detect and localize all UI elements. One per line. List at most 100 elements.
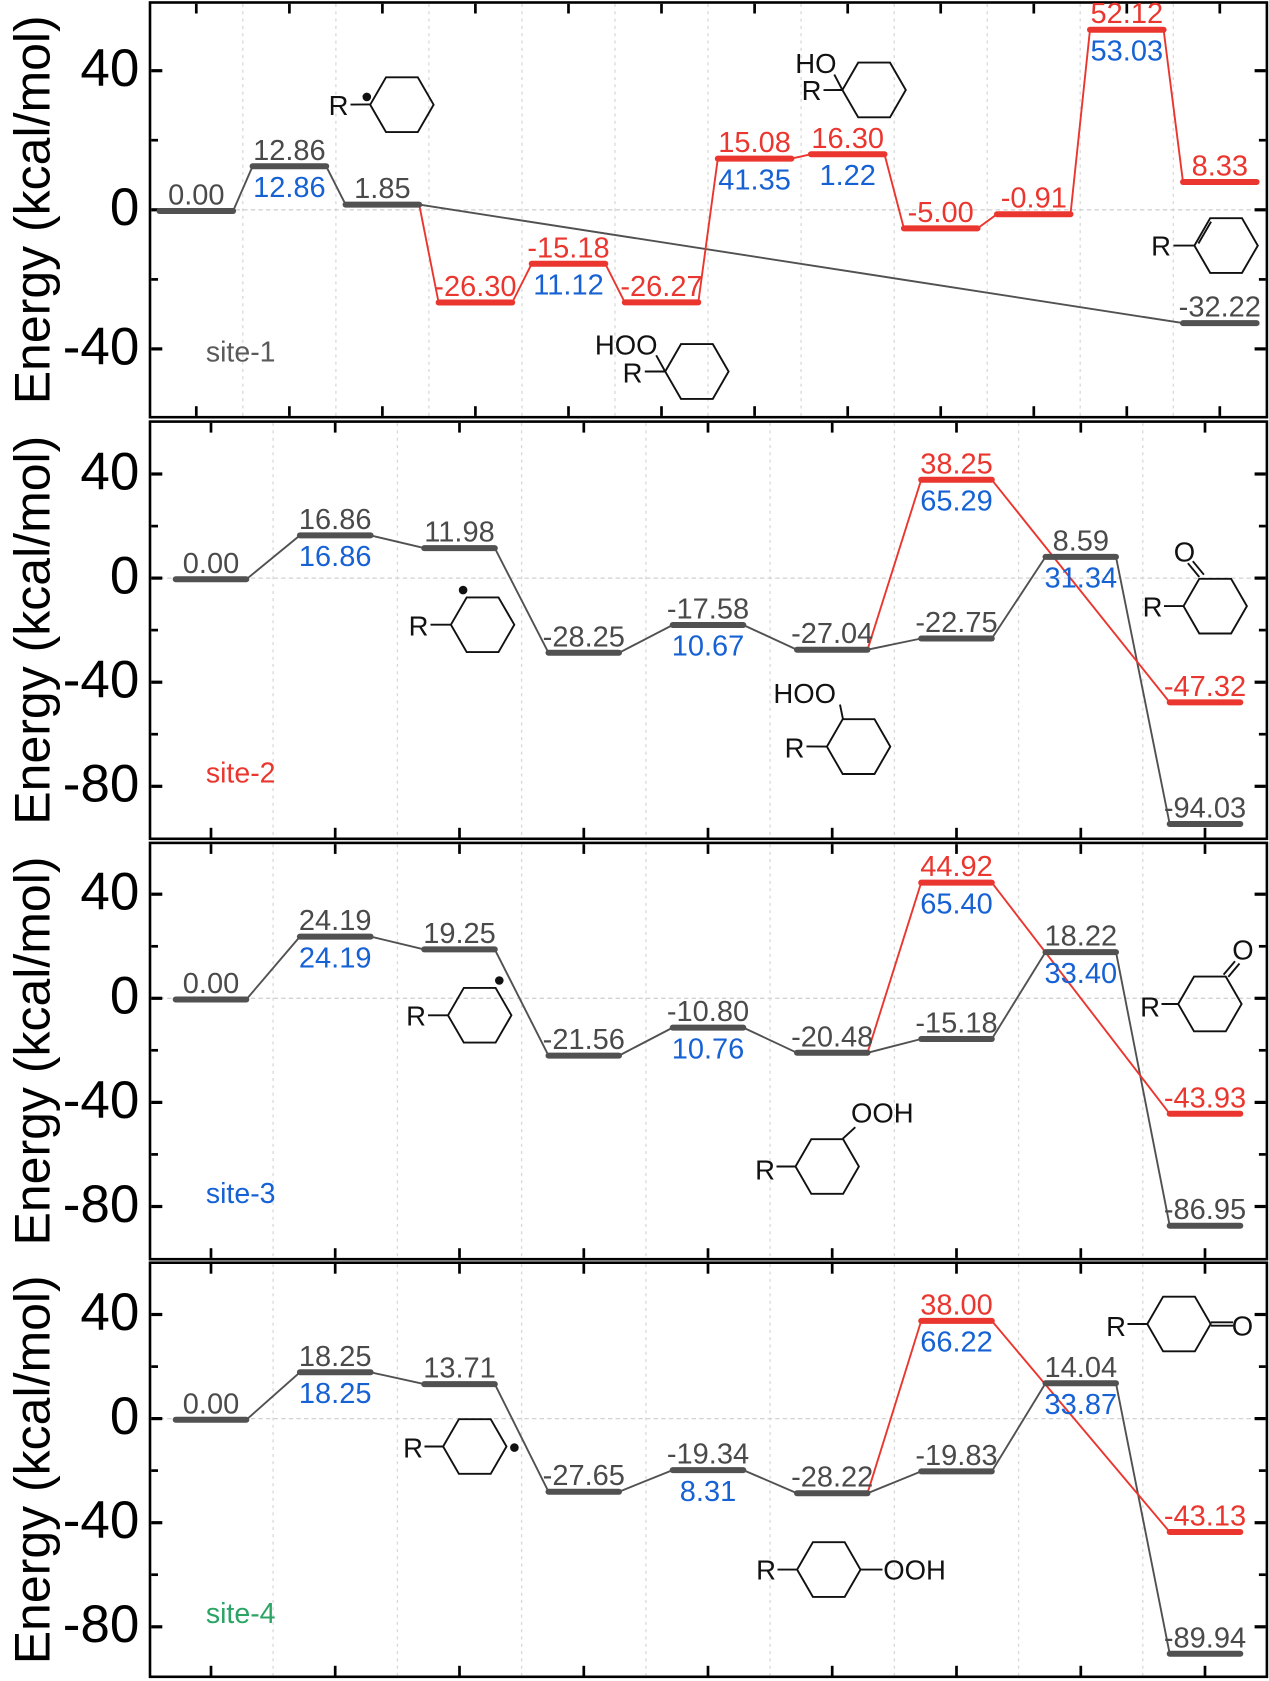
svg-text:-0.91: -0.91 (1001, 183, 1067, 215)
svg-text:18.25: 18.25 (299, 1341, 372, 1373)
svg-text:-19.34: -19.34 (667, 1439, 749, 1471)
svg-text:15.08: 15.08 (718, 127, 791, 159)
svg-text:HOO: HOO (595, 329, 658, 360)
svg-text:-47.32: -47.32 (1164, 671, 1246, 703)
svg-text:19.25: 19.25 (423, 918, 496, 950)
svg-text:0.00: 0.00 (183, 548, 239, 580)
svg-text:-26.30: -26.30 (434, 271, 516, 303)
svg-text:33.87: 33.87 (1045, 1389, 1118, 1421)
svg-text:12.86: 12.86 (253, 172, 326, 204)
svg-text:-22.75: -22.75 (915, 607, 997, 639)
svg-text:0: 0 (110, 1387, 139, 1446)
svg-text:R: R (785, 732, 805, 763)
svg-text:O: O (1174, 536, 1195, 567)
svg-text:40: 40 (80, 39, 139, 98)
svg-text:40: 40 (80, 442, 139, 501)
svg-text:31.34: 31.34 (1045, 563, 1118, 595)
svg-text:-80: -80 (63, 1595, 140, 1654)
svg-text:18.22: 18.22 (1045, 921, 1118, 953)
svg-text:R: R (409, 610, 429, 641)
svg-text:-15.18: -15.18 (527, 232, 609, 264)
svg-text:-27.65: -27.65 (543, 1460, 625, 1492)
svg-text:11.12: 11.12 (533, 270, 603, 302)
svg-text:-86.95: -86.95 (1164, 1194, 1246, 1226)
svg-text:0: 0 (110, 547, 139, 606)
svg-text:R: R (623, 358, 643, 389)
svg-text:65.29: 65.29 (920, 486, 993, 518)
svg-text:-43.93: -43.93 (1164, 1082, 1246, 1114)
svg-text:R: R (329, 90, 349, 121)
svg-text:-15.18: -15.18 (915, 1008, 997, 1040)
svg-text:Energy (kcal/mol): Energy (kcal/mol) (5, 1275, 61, 1664)
svg-text:0.00: 0.00 (183, 1388, 239, 1420)
svg-text:HO: HO (795, 48, 836, 79)
svg-text:0: 0 (110, 178, 139, 237)
svg-text:site-3: site-3 (206, 1178, 276, 1210)
svg-text:-26.27: -26.27 (620, 271, 702, 303)
svg-text:R: R (1151, 231, 1171, 262)
svg-text:0.00: 0.00 (168, 180, 224, 212)
svg-text:24.19: 24.19 (299, 942, 372, 974)
svg-text:1.22: 1.22 (819, 160, 875, 192)
svg-text:38.00: 38.00 (920, 1289, 993, 1321)
svg-text:OOH: OOH (851, 1098, 914, 1129)
svg-text:-20.48: -20.48 (791, 1021, 873, 1053)
svg-text:65.40: 65.40 (920, 888, 993, 920)
svg-text:HOO: HOO (773, 678, 836, 709)
svg-text:16.30: 16.30 (811, 123, 884, 155)
svg-text:0: 0 (110, 967, 139, 1026)
svg-text:0.00: 0.00 (183, 968, 239, 1000)
svg-text:O: O (1232, 1310, 1253, 1341)
svg-text:52.12: 52.12 (1091, 0, 1164, 30)
svg-text:OOH: OOH (883, 1554, 946, 1585)
svg-text:13.71: 13.71 (423, 1353, 496, 1385)
svg-text:40: 40 (80, 1283, 139, 1342)
svg-text:-40: -40 (63, 317, 140, 376)
svg-text:Energy (kcal/mol): Energy (kcal/mol) (5, 15, 61, 404)
svg-text:41.35: 41.35 (718, 164, 791, 196)
svg-text:16.86: 16.86 (299, 541, 372, 573)
svg-text:-80: -80 (63, 755, 140, 814)
svg-text:-40: -40 (63, 1491, 140, 1550)
svg-text:-40: -40 (63, 651, 140, 710)
svg-text:R: R (1140, 992, 1160, 1023)
svg-text:R: R (403, 1432, 423, 1463)
svg-text:R: R (756, 1554, 776, 1585)
svg-text:66.22: 66.22 (920, 1327, 993, 1359)
svg-text:-27.04: -27.04 (791, 618, 873, 650)
svg-text:-80: -80 (63, 1175, 140, 1234)
svg-text:-28.22: -28.22 (791, 1462, 873, 1494)
svg-text:-17.58: -17.58 (667, 594, 749, 626)
svg-text:R: R (406, 1001, 426, 1032)
svg-text:1.85: 1.85 (354, 173, 410, 205)
svg-text:-19.83: -19.83 (915, 1440, 997, 1472)
svg-text:33.40: 33.40 (1045, 958, 1118, 990)
svg-text:38.25: 38.25 (920, 448, 993, 480)
svg-text:R: R (755, 1154, 775, 1185)
svg-text:24.19: 24.19 (299, 905, 372, 937)
svg-text:-28.25: -28.25 (543, 621, 625, 653)
svg-text:8.59: 8.59 (1053, 525, 1109, 557)
svg-text:10.76: 10.76 (672, 1033, 745, 1065)
svg-text:site-1: site-1 (206, 337, 276, 369)
svg-text:12.86: 12.86 (253, 135, 326, 167)
svg-text:11.98: 11.98 (424, 517, 494, 549)
svg-text:14.04: 14.04 (1045, 1352, 1118, 1384)
svg-text:-21.56: -21.56 (543, 1024, 625, 1056)
svg-text:8.31: 8.31 (680, 1476, 736, 1508)
svg-text:44.92: 44.92 (920, 851, 993, 883)
svg-text:-5.00: -5.00 (908, 197, 974, 229)
svg-text:-40: -40 (63, 1071, 140, 1130)
svg-text:-32.22: -32.22 (1179, 292, 1261, 324)
svg-text:R: R (802, 75, 822, 106)
svg-text:-89.94: -89.94 (1164, 1622, 1246, 1654)
svg-text:8.33: 8.33 (1192, 151, 1248, 183)
svg-text:18.25: 18.25 (299, 1378, 372, 1410)
svg-text:10.67: 10.67 (672, 631, 745, 663)
svg-text:site-4: site-4 (206, 1598, 276, 1630)
svg-text:Energy (kcal/mol): Energy (kcal/mol) (5, 436, 61, 825)
svg-text:16.86: 16.86 (299, 504, 372, 536)
svg-text:R: R (1143, 591, 1163, 622)
svg-text:53.03: 53.03 (1091, 35, 1164, 67)
svg-text:-94.03: -94.03 (1164, 793, 1246, 825)
